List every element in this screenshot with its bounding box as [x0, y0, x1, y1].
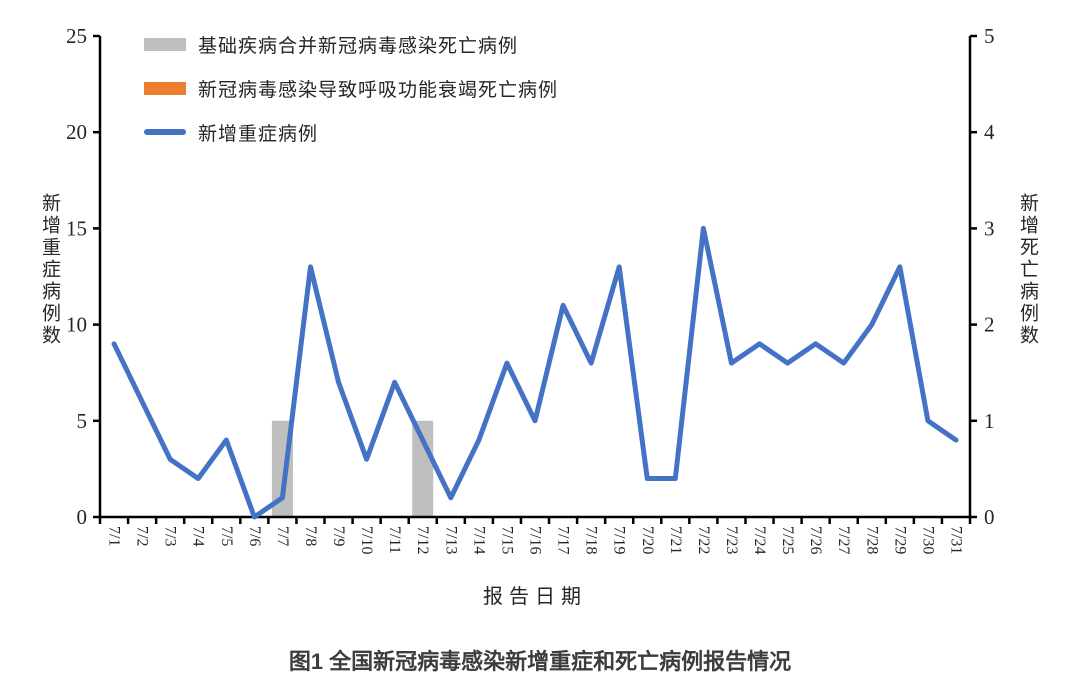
legend-label: 新增重症病例 [198, 123, 319, 145]
right-axis-tick-label: 1 [984, 409, 995, 433]
right-axis-tick-label: 2 [984, 313, 995, 337]
legend: 基础疾病合并新冠病毒感染死亡病例 新冠病毒感染导致呼吸功能衰竭死亡病例 新增重症… [144, 30, 558, 146]
orange-bar-swatch-icon [144, 81, 186, 95]
x-axis-tick-label: 7/1 [106, 526, 123, 546]
right-axis-tick-label: 4 [984, 120, 995, 144]
x-axis-tick-label: 7/20 [639, 526, 656, 554]
blue-line-swatch-icon [144, 129, 186, 135]
x-axis-tick-label: 7/13 [442, 526, 459, 554]
x-axis-tick-label: 7/16 [527, 526, 544, 554]
x-axis-tick-label: 7/17 [555, 526, 572, 554]
x-axis-title: 报告日期 [483, 586, 587, 608]
left-axis-tick-label: 10 [66, 313, 87, 337]
x-axis-tick-label: 7/26 [807, 526, 824, 554]
severe-cases-line [111, 225, 959, 520]
right-axis-title: 新增死亡病例数 [1017, 193, 1038, 347]
deaths-bar [412, 420, 434, 517]
x-axis-tick-label: 7/25 [779, 526, 796, 554]
chart-plot-area: 0 5 10 15 20 25 0 1 2 3 4 5 7/1 7/2 7/3 7/4 7/5 7/6 7/7 7/8… [66, 24, 995, 554]
x-axis-tick-label: 7/21 [667, 526, 684, 554]
x-axis-tick-label: 7/8 [302, 526, 319, 546]
x-axis-tick-label: 7/9 [330, 526, 347, 546]
x-axis-tick-label: 7/27 [835, 526, 852, 554]
x-axis-tick-label: 7/24 [751, 526, 768, 554]
legend-item-underlying-disease-deaths: 基础疾病合并新冠病毒感染死亡病例 [144, 30, 558, 58]
x-axis-tick-label: 7/15 [498, 526, 515, 554]
left-axis-tick-label: 15 [66, 216, 87, 240]
x-axis-tick-label: 7/6 [246, 526, 263, 546]
figure-caption: 图1 全国新冠病毒感染新增重症和死亡病例报告情况 [288, 649, 792, 674]
x-axis-tick-label: 7/11 [386, 526, 403, 554]
left-axis-tick-label: 0 [77, 505, 88, 529]
x-axis-tick-label: 7/29 [891, 526, 908, 554]
x-axis-tick-label: 7/19 [611, 526, 628, 554]
x-axis-tick-label: 7/7 [274, 526, 291, 546]
x-axis-tick-label: 7/30 [919, 526, 936, 554]
left-axis-tick-label: 5 [77, 409, 88, 433]
x-axis-tick-label: 7/18 [583, 526, 600, 554]
legend-item-respiratory-failure-deaths: 新冠病毒感染导致呼吸功能衰竭死亡病例 [144, 74, 558, 102]
x-axis-tick-label: 7/23 [723, 526, 740, 554]
x-axis-tick-label: 7/12 [414, 526, 431, 554]
right-axis-tick-label: 3 [984, 216, 995, 240]
x-axis-tick-label: 7/5 [218, 526, 235, 546]
legend-item-new-severe-cases: 新增重症病例 [144, 118, 558, 146]
legend-label: 基础疾病合并新冠病毒感染死亡病例 [198, 35, 519, 57]
x-axis-tick-label: 7/14 [470, 526, 487, 554]
x-axis-tick-label: 7/28 [863, 526, 880, 554]
x-axis-tick-label: 7/4 [190, 526, 207, 546]
x-axis-tick-label: 7/3 [162, 526, 179, 546]
x-axis-tick-label: 7/10 [358, 526, 375, 554]
right-axis-tick-label: 5 [984, 24, 995, 48]
x-axis-tick-label: 7/2 [134, 526, 151, 546]
left-axis-title: 新增重症病例数 [39, 193, 60, 347]
gray-bar-swatch-icon [144, 37, 186, 51]
left-axis-tick-label: 25 [66, 24, 87, 48]
x-axis-tick-label: 7/22 [695, 526, 712, 554]
left-axis-tick-label: 20 [66, 120, 87, 144]
x-axis-tick-label: 7/31 [947, 526, 964, 554]
legend-label: 新冠病毒感染导致呼吸功能衰竭死亡病例 [198, 79, 559, 101]
right-axis-tick-label: 0 [984, 505, 995, 529]
